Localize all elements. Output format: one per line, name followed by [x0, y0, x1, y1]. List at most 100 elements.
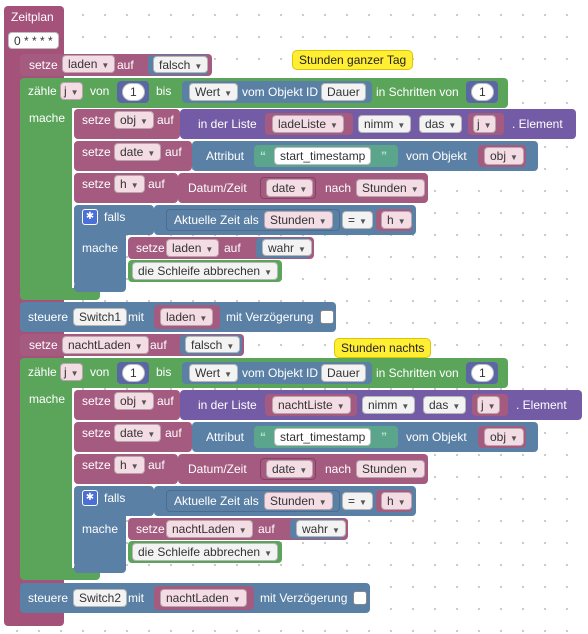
nimm-dropdown[interactable]: nimm ▼ [362, 396, 416, 414]
var-dropdown[interactable]: obj ▼ [114, 111, 154, 129]
chevron-down-icon: ▼ [487, 402, 496, 411]
step-number[interactable]: 1 [471, 364, 494, 382]
delay-checkbox[interactable] [353, 591, 367, 605]
cmp-unit: Stunden [270, 213, 315, 227]
bool-value: wahr [302, 522, 329, 536]
object-id-field[interactable]: Dauer [321, 364, 366, 382]
break-dropdown[interactable]: die Schleife abbrechen ▼ [132, 543, 279, 561]
chevron-down-icon: ▼ [410, 185, 419, 194]
attr-text-field[interactable]: start_timestamp [274, 147, 372, 165]
comment-note-2[interactable]: Stunden nachts [334, 338, 432, 358]
chevron-down-icon: ▼ [199, 314, 208, 323]
delay-checkbox[interactable] [320, 310, 334, 324]
var-name: h [120, 177, 127, 191]
steuere-label: steuere [28, 310, 69, 324]
datum-zeit-label: Datum/Zeit [188, 181, 247, 195]
setze-label: setze [82, 177, 111, 191]
cron-field[interactable]: 0 * * * * [8, 32, 59, 49]
bool-value: falsch [191, 338, 223, 352]
cmp-var-dropdown[interactable]: h ▼ [381, 492, 412, 510]
setze-label: setze [29, 58, 58, 72]
attr-text-field[interactable]: start_timestamp [274, 428, 372, 446]
var-name: laden [172, 241, 202, 255]
wert-label: Wert [195, 366, 221, 380]
var-dropdown[interactable]: h ▼ [114, 456, 145, 474]
vom-objekt-id-label: vom Objekt ID [242, 85, 319, 99]
switch-id-field[interactable]: Switch2 [73, 589, 128, 607]
chevron-down-icon: ▼ [410, 466, 419, 475]
var-dropdown[interactable]: laden ▼ [166, 239, 220, 257]
var-dropdown[interactable]: nachtLaden ▼ [166, 520, 253, 538]
attr-obj-dropdown[interactable]: obj ▼ [484, 428, 524, 446]
gear-icon[interactable]: ✱ [82, 209, 98, 225]
from-number[interactable]: 1 [122, 83, 145, 101]
bool-dropdown[interactable]: falsch ▼ [153, 56, 209, 73]
unit-dropdown[interactable]: Stunden ▼ [356, 460, 425, 478]
gear-icon[interactable]: ✱ [82, 490, 98, 506]
quote-open-icon: “ [260, 430, 266, 444]
from-number[interactable]: 1 [122, 364, 145, 382]
var-dropdown[interactable]: obj ▼ [114, 392, 154, 410]
auf-label: auf [165, 426, 182, 440]
datum-zeit-label: Datum/Zeit [188, 462, 247, 476]
switch-var-dropdown[interactable]: nachtLaden ▼ [160, 589, 247, 607]
var-name: obj [120, 394, 137, 408]
chevron-down-icon: ▼ [397, 121, 406, 130]
das-dropdown[interactable]: das ▼ [423, 396, 467, 414]
date-src-dropdown[interactable]: date ▼ [266, 179, 314, 197]
chevron-down-icon: ▼ [452, 402, 461, 411]
var-dropdown[interactable]: nachtLaden ▼ [62, 336, 149, 354]
list-var-dropdown[interactable]: ladeListe ▼ [272, 115, 344, 133]
bool-dropdown[interactable]: falsch ▼ [185, 336, 241, 353]
chevron-down-icon: ▼ [232, 595, 241, 604]
unit-dropdown[interactable]: Stunden ▼ [356, 179, 425, 197]
step-number[interactable]: 1 [471, 83, 494, 101]
nach-label: nach [325, 462, 352, 476]
break-dropdown[interactable]: die Schleife abbrechen ▼ [132, 262, 279, 280]
chevron-down-icon: ▼ [70, 369, 79, 378]
nimm-dropdown[interactable]: nimm ▼ [358, 115, 412, 133]
chevron-down-icon: ▼ [238, 526, 247, 535]
element-label: . Element [516, 398, 567, 412]
loop-var-dropdown[interactable]: j ▼ [60, 363, 83, 381]
setze-label: setze [82, 458, 111, 472]
var-dropdown[interactable]: date ▼ [114, 143, 162, 161]
object-id-field[interactable]: Dauer [321, 83, 366, 101]
if-foot-1 [74, 282, 126, 292]
operator-dropdown[interactable]: = ▼ [342, 492, 373, 510]
attr-obj-dropdown[interactable]: obj ▼ [484, 147, 524, 165]
wert-label: Wert [195, 85, 221, 99]
wert-dropdown[interactable]: Wert ▼ [189, 83, 239, 101]
list-var-dropdown[interactable]: nachtListe ▼ [272, 396, 351, 414]
vom-objekt-label: vom Objekt [406, 430, 467, 444]
switch-var-dropdown[interactable]: laden ▼ [160, 308, 214, 326]
operator-dropdown[interactable]: = ▼ [342, 211, 373, 229]
comment-note-1[interactable]: Stunden ganzer Tag [292, 50, 414, 70]
var-dropdown[interactable]: date ▼ [114, 424, 162, 442]
chevron-down-icon: ▼ [140, 117, 148, 126]
nach-label: nach [325, 181, 352, 195]
index-var-dropdown[interactable]: j ▼ [477, 396, 500, 414]
quote-close-icon: ” [381, 149, 387, 163]
aktuelle-zeit-label: Aktuelle Zeit als [174, 494, 259, 508]
switch-id-field[interactable]: Switch1 [73, 308, 128, 326]
cmp-var-dropdown[interactable]: h ▼ [381, 211, 412, 229]
date-src-dropdown[interactable]: date ▼ [266, 460, 314, 478]
chevron-down-icon: ▼ [330, 121, 338, 130]
cmp-unit-dropdown[interactable]: Stunden ▼ [264, 492, 333, 510]
chevron-down-icon: ▼ [510, 153, 518, 162]
var-dropdown[interactable]: laden ▼ [62, 55, 116, 73]
auf-label: auf [224, 241, 241, 255]
index-var-dropdown[interactable]: j ▼ [473, 115, 496, 133]
bool-dropdown[interactable]: wahr ▼ [262, 239, 312, 256]
mache-label: mache [29, 392, 66, 406]
cmp-unit-dropdown[interactable]: Stunden ▼ [264, 211, 333, 229]
das-dropdown[interactable]: das ▼ [419, 115, 463, 133]
chevron-down-icon: ▼ [130, 181, 139, 190]
wert-dropdown[interactable]: Wert ▼ [189, 364, 239, 382]
bool-dropdown[interactable]: wahr ▼ [296, 520, 346, 537]
chevron-down-icon: ▼ [401, 402, 410, 411]
loop-var-dropdown[interactable]: j ▼ [60, 82, 83, 100]
var-dropdown[interactable]: h ▼ [114, 175, 145, 193]
if-arm-2 [74, 511, 126, 567]
